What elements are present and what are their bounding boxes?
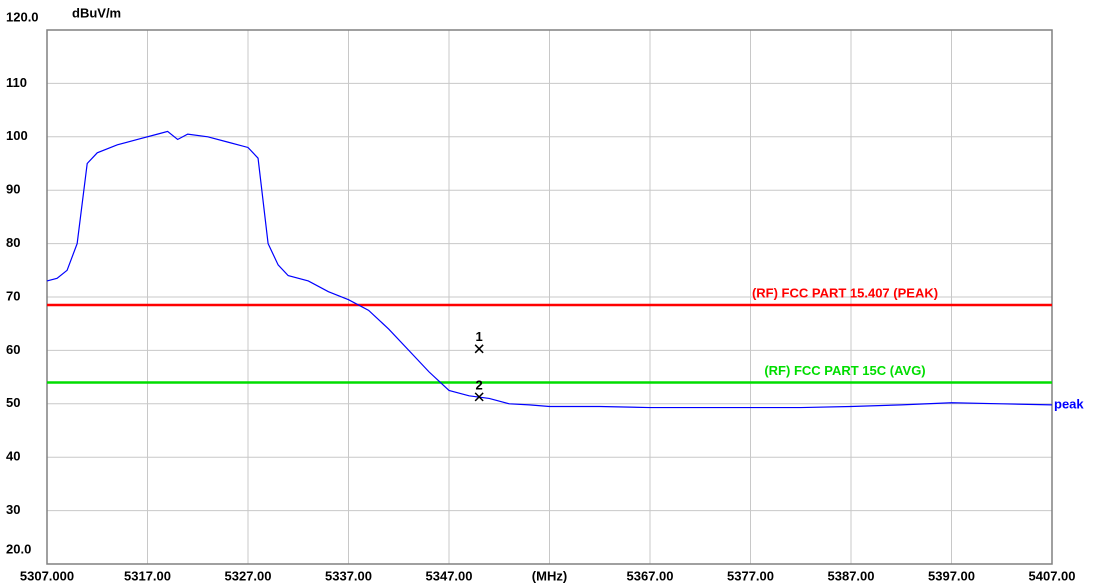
y-tick-label: 80	[6, 235, 20, 250]
x-tick-label: 5337.00	[325, 568, 372, 583]
y-tick-label: 110	[6, 75, 27, 90]
x-tick-label: 5387.00	[828, 568, 875, 583]
y-tick-label: 30	[6, 502, 20, 517]
plot-frame	[46, 29, 1053, 565]
marker-label: 1	[476, 329, 483, 344]
x-tick-label: 5377.00	[727, 568, 774, 583]
marker-cross	[474, 344, 484, 354]
y-tick-label: 70	[6, 288, 20, 303]
y-tick-label: 120.0	[6, 9, 39, 24]
y-tick-label: 90	[6, 182, 20, 197]
x-tick-label: 5407.00	[1029, 568, 1076, 583]
x-tick-label: 5397.00	[928, 568, 975, 583]
y-tick-label: 50	[6, 395, 20, 410]
x-tick-label: 5327.00	[225, 568, 272, 583]
limit-label: (RF) FCC PART 15C (AVG)	[764, 363, 925, 378]
y-unit-label: dBuV/m	[72, 5, 121, 20]
x-tick-label: 5307.000	[20, 568, 74, 583]
marker-label: 2	[476, 377, 483, 392]
limit-label: (RF) FCC PART 15.407 (PEAK)	[752, 285, 938, 300]
trace-name: peak	[1054, 396, 1084, 411]
y-tick-label: 60	[6, 342, 20, 357]
x-tick-label: 5347.00	[426, 568, 473, 583]
x-tick-label: 5367.00	[627, 568, 674, 583]
x-tick-label: 5317.00	[124, 568, 171, 583]
x-tick-label: (MHz)	[532, 568, 567, 583]
y-tick-label: 100	[6, 128, 28, 143]
y-tick-label: 20.0	[6, 541, 31, 556]
trace-line	[46, 130, 1053, 409]
y-tick-label: 40	[6, 449, 20, 464]
marker-cross	[474, 392, 484, 402]
